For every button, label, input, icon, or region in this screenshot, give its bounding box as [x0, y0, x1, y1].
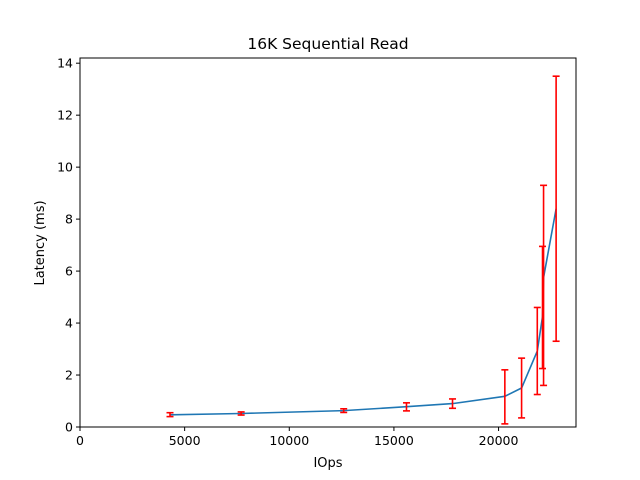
chart-title: 16K Sequential Read [247, 35, 408, 53]
x-tick-label: 20000 [479, 433, 519, 448]
y-tick-label: 8 [65, 212, 73, 227]
y-tick-label: 10 [57, 160, 73, 175]
x-axis-label: IOps [313, 456, 342, 471]
series-line [169, 208, 557, 416]
y-tick-label: 14 [57, 56, 73, 71]
y-tick-label: 2 [65, 368, 73, 383]
plot-area: 0 5000 10000 15000 20000 0 2 4 6 8 10 12 14 [57, 56, 577, 448]
x-tick-label: 15000 [374, 433, 414, 448]
y-tick-label: 0 [65, 420, 73, 435]
x-tick-label: 0 [76, 433, 84, 448]
x-tick-label: 5000 [169, 433, 201, 448]
y-axis-label: Latency (ms) [33, 200, 48, 285]
y-tick-label: 4 [65, 316, 73, 331]
y-tick-label: 6 [65, 264, 73, 279]
plot-frame [79, 57, 577, 428]
y-tick-label: 12 [57, 108, 73, 123]
x-tick-label: 10000 [269, 433, 309, 448]
